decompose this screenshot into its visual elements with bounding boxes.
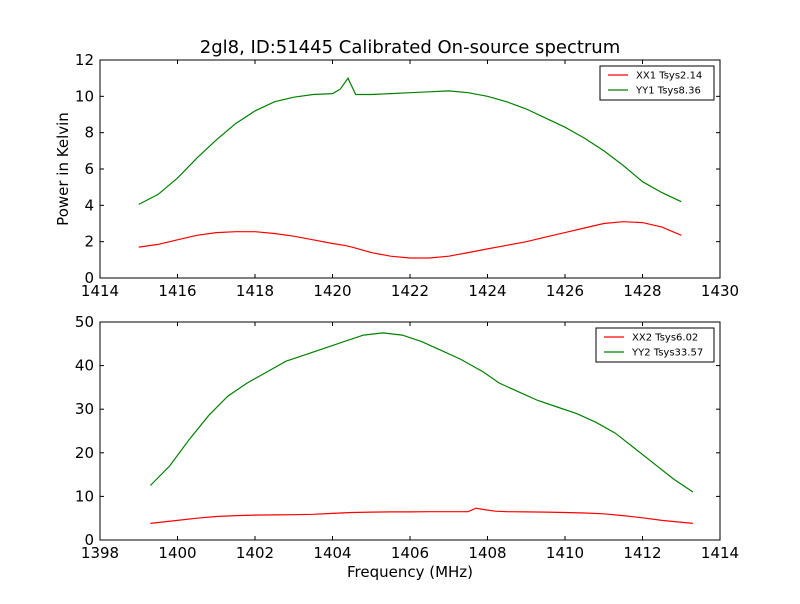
x-tick-label: 1430	[701, 282, 739, 300]
y-tick-label: 12	[75, 51, 94, 69]
x-tick-label: 1412	[623, 544, 661, 562]
x-tick-label: 1404	[313, 544, 351, 562]
legend-box	[599, 65, 715, 101]
x-tick-label: 1402	[236, 544, 274, 562]
series-line-2-1	[150, 507, 693, 524]
y-tick-label: 40	[75, 357, 94, 375]
y-tick-label: 50	[75, 313, 94, 331]
x-tick-label: 1422	[391, 282, 429, 300]
legend-entry: YY2 Tsys33.57	[631, 348, 703, 359]
y-tick-label: 10	[75, 487, 94, 505]
y-tick-label: 10	[75, 87, 94, 105]
subplot-2: 1398 1400 1402 1404 1406 1408 1410 1412 1414 0 10 2…	[75, 313, 739, 581]
legend: XX2 Tsys6.02 YY2 Tsys33.57	[595, 327, 715, 363]
x-tick-label: 1410	[546, 544, 584, 562]
x-tick-label: 1406	[391, 544, 429, 562]
y-tick-label: 30	[75, 400, 94, 418]
subplot-1: 1414 1416 1418 1420 1422 1424 1426 1428 1430 0 2 4 6…	[54, 51, 739, 300]
series-line-2-2	[149, 332, 694, 493]
x-tick-label: 1408	[468, 544, 506, 562]
x-tick-label: 1424	[468, 282, 506, 300]
legend-entry: XX1 Tsys2.14	[636, 71, 702, 82]
chart-title: 2gl8, ID:51445 Calibrated On-source spec…	[200, 37, 620, 58]
x-tick-label: 1426	[546, 282, 584, 300]
y-tick-label: 6	[84, 160, 94, 178]
x-tick-label: 1414	[701, 544, 739, 562]
x-tick-label: 1414	[81, 282, 119, 300]
y-tick-label: 8	[84, 124, 94, 142]
y-tick-label: 4	[84, 196, 94, 214]
y-tick-label: 0	[84, 531, 94, 549]
x-tick-label: 1416	[158, 282, 196, 300]
y-tick-label: 0	[84, 269, 94, 287]
y-tick-label: 20	[75, 444, 94, 462]
x-tick-label: 1418	[236, 282, 274, 300]
series-line-1-1	[138, 221, 682, 259]
legend-entry: YY1 Tsys8.36	[635, 86, 701, 97]
series-line-1-2	[138, 77, 682, 205]
legend-box	[595, 327, 715, 363]
y-tick-label: 2	[84, 233, 94, 251]
x-tick-label: 1420	[313, 282, 351, 300]
x-axis-label: Frequency (MHz)	[347, 563, 473, 581]
legend: XX1 Tsys2.14 YY1 Tsys8.36	[599, 65, 715, 101]
x-tick-label: 1398	[81, 544, 119, 562]
x-tick-label: 1428	[623, 282, 661, 300]
x-tick-label: 1400	[158, 544, 196, 562]
y-axis-label: Power in Kelvin	[54, 112, 72, 226]
legend-entry: XX2 Tsys6.02	[632, 333, 698, 344]
